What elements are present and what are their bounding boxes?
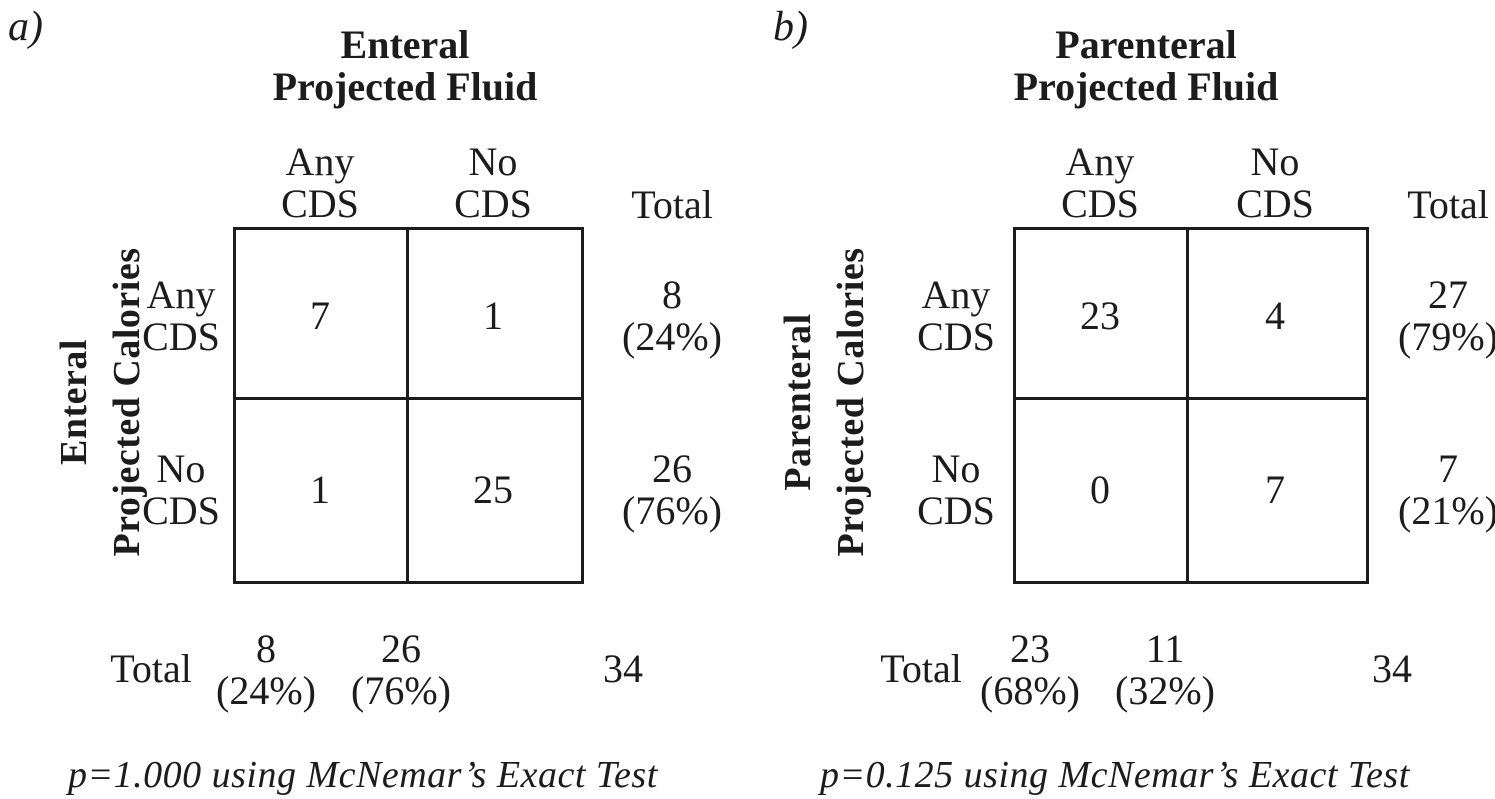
- inner-horizontal-gridline: [236, 397, 581, 400]
- col-total-1: 8 (24%): [216, 626, 316, 713]
- panel-a: a) Enteral Projected Fluid Any CDS No CD…: [0, 0, 747, 799]
- row-total-1: 27 (79%): [1398, 272, 1495, 359]
- contingency-table-box: [1013, 227, 1369, 584]
- cell-r2c1: 1: [310, 467, 330, 512]
- row-axis-title: Enteral Projected Calories: [53, 247, 148, 557]
- grand-total: 34: [1372, 646, 1412, 691]
- col-total-2: 11 (32%): [1115, 626, 1215, 713]
- row-axis-title: Parenteral Projected Calories: [777, 247, 872, 557]
- cell-r2c2: 7: [1265, 467, 1285, 512]
- cell-r2c1: 0: [1090, 467, 1110, 512]
- col-header-total: Total: [631, 182, 713, 227]
- col-total-1: 23 (68%): [980, 626, 1080, 713]
- cell-r1c1: 23: [1080, 293, 1120, 338]
- col-header-no-cds: No CDS: [1236, 139, 1314, 226]
- col-total-2: 26 (76%): [351, 626, 451, 713]
- totals-row-label: Total: [110, 646, 192, 691]
- grand-total: 34: [603, 646, 643, 691]
- panel-b-label: b): [773, 4, 808, 50]
- panel-a-label: a): [8, 4, 43, 50]
- col-header-no-cds: No CDS: [454, 139, 532, 226]
- row-total-1: 8 (24%): [622, 272, 722, 359]
- col-header-any-cds: Any CDS: [281, 139, 359, 226]
- cell-r1c2: 1: [483, 293, 503, 338]
- row-header-any-cds: Any CDS: [917, 272, 995, 359]
- p-value-caption: p=1.000 using McNemar’s Exact Test: [68, 754, 658, 796]
- cell-r1c1: 7: [310, 293, 330, 338]
- row-header-no-cds: No CDS: [142, 446, 220, 533]
- cell-r2c2: 25: [473, 467, 513, 512]
- cell-r1c2: 4: [1265, 293, 1285, 338]
- panel-b: b) Parenteral Projected Fluid Any CDS No…: [748, 0, 1495, 799]
- col-header-any-cds: Any CDS: [1061, 139, 1139, 226]
- row-header-any-cds: Any CDS: [142, 272, 220, 359]
- inner-vertical-gridline: [1186, 230, 1189, 581]
- row-total-2: 26 (76%): [622, 446, 722, 533]
- inner-horizontal-gridline: [1016, 397, 1366, 400]
- column-axis-title: Parenteral Projected Fluid: [1013, 22, 1279, 109]
- row-header-no-cds: No CDS: [917, 446, 995, 533]
- contingency-table-box: [233, 227, 584, 584]
- col-header-total: Total: [1407, 182, 1489, 227]
- p-value-caption: p=0.125 using McNemar’s Exact Test: [820, 754, 1410, 796]
- column-axis-title: Enteral Projected Fluid: [272, 22, 538, 109]
- inner-vertical-gridline: [406, 230, 409, 581]
- totals-row-label: Total: [880, 646, 962, 691]
- row-total-2: 7 (21%): [1398, 446, 1495, 533]
